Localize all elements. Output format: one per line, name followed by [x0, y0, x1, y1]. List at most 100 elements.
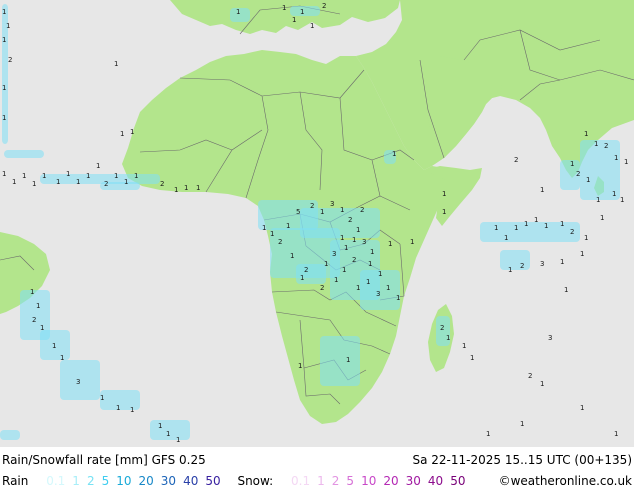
- precip-value: 2: [514, 156, 518, 164]
- precip-value: 1: [320, 208, 324, 216]
- landmass-arabia: [420, 56, 502, 158]
- precip-value: 3: [76, 378, 80, 386]
- precip-value: 1: [196, 184, 200, 192]
- precip-value: 1: [584, 234, 588, 242]
- border-line: [0, 255, 35, 271]
- precip-value: 3: [548, 334, 552, 342]
- precip-value: 2: [528, 372, 532, 380]
- precip-value: 1: [96, 162, 100, 170]
- border-line: [371, 149, 415, 161]
- rain-tick: 20: [138, 474, 154, 488]
- precip-value: 1: [286, 222, 290, 230]
- precip-value: 1: [580, 404, 584, 412]
- precip-value: 1: [584, 130, 588, 138]
- precip-value: 1: [494, 224, 498, 232]
- precip-value: 1: [270, 230, 274, 238]
- precip-value: 1: [370, 248, 374, 256]
- precip-value: 1: [614, 154, 618, 162]
- precip-value: 1: [344, 244, 348, 252]
- precip-value: 2: [104, 180, 108, 188]
- precip-value: 1: [300, 8, 304, 16]
- precip-value: 1: [340, 206, 344, 214]
- precip-value: 1: [184, 184, 188, 192]
- precip-value: 1: [386, 284, 390, 292]
- border-line: [339, 97, 381, 197]
- precip-value: 1: [392, 150, 396, 158]
- rain-area: [150, 420, 190, 440]
- precip-value: 1: [40, 324, 44, 332]
- rain-area: [500, 250, 530, 270]
- precip-value: 1: [560, 220, 564, 228]
- precip-value: 1: [42, 172, 46, 180]
- precip-value: 1: [324, 260, 328, 268]
- rain-area: [4, 150, 44, 158]
- precip-value: 2: [304, 266, 308, 274]
- border-line: [303, 367, 341, 405]
- rain-area: [20, 290, 50, 340]
- precip-value: 1: [66, 170, 70, 178]
- border-line: [245, 95, 269, 199]
- rain-tick: 40: [183, 474, 199, 488]
- precip-value: 1: [442, 208, 446, 216]
- precip-value: 2: [352, 256, 356, 264]
- precip-value: 1: [292, 16, 296, 24]
- precip-value: 1: [540, 186, 544, 194]
- credit-link[interactable]: ©weatheronline.co.uk: [498, 474, 632, 488]
- precip-value: 1: [32, 180, 36, 188]
- precip-value: 3: [332, 250, 336, 258]
- precip-value: 1: [86, 172, 90, 180]
- precip-value: 2: [160, 180, 164, 188]
- legend-rain-scale: 0.1 1 2 5 10 20 30 40 50: [46, 474, 227, 488]
- footer-bar: Rain/Snowfall rate [mm] GFS 0.25 Sa 22-1…: [0, 447, 634, 490]
- legend: Rain 0.1 1 2 5 10 20 30 40 50 Snow: 0.1 1 2 5 10 20 30…: [2, 474, 472, 488]
- rain-tick: 30: [160, 474, 177, 488]
- precip-value: 1: [176, 436, 180, 444]
- precip-value: 2: [322, 2, 326, 10]
- map-title: Rain/Snowfall rate [mm] GFS 0.25: [2, 453, 206, 467]
- precip-value: 1: [130, 128, 134, 136]
- precip-value: 1: [298, 362, 302, 370]
- legend-snow-label: Snow:: [237, 474, 274, 488]
- rain-area: [0, 430, 20, 440]
- rain-area: [40, 330, 70, 360]
- precip-value: 1: [388, 240, 392, 248]
- precip-value: 1: [342, 266, 346, 274]
- precip-value: 1: [290, 252, 294, 260]
- precip-value: 1: [282, 4, 286, 12]
- rain-area: [60, 360, 100, 400]
- precip-value: 1: [52, 342, 56, 350]
- rain-area: [320, 336, 360, 386]
- rain-area: [560, 160, 580, 190]
- landmass-south-america: [0, 232, 50, 314]
- precip-value: 2: [348, 216, 352, 224]
- precip-value: 3: [330, 200, 334, 208]
- precip-value: 1: [600, 214, 604, 222]
- border-line: [299, 91, 323, 191]
- snow-tick: 2: [331, 474, 340, 488]
- precip-value: 2: [8, 56, 12, 64]
- precip-value: 3: [362, 238, 366, 246]
- rain-area: [230, 8, 250, 22]
- precip-value: 1: [262, 224, 266, 232]
- precip-value: 1: [166, 430, 170, 438]
- rain-area: [300, 208, 380, 238]
- precip-value: 1: [100, 394, 104, 402]
- rain-area: [360, 270, 400, 310]
- rain-area: [100, 182, 140, 190]
- snow-tick: 10: [361, 474, 377, 488]
- precip-value: 2: [32, 316, 36, 324]
- precip-value: 1: [366, 278, 370, 286]
- landmass-horn: [424, 166, 482, 226]
- forecast-datetime: Sa 22-11-2025 15..15 UTC (00+135): [412, 453, 632, 467]
- precip-value: 1: [116, 404, 120, 412]
- precip-value: 1: [158, 422, 162, 430]
- rain-tick: 1: [72, 474, 80, 488]
- precip-value: 1: [580, 250, 584, 258]
- precip-value: 1: [368, 260, 372, 268]
- legend-rain-label: Rain: [2, 474, 29, 488]
- snow-tick: 50: [450, 474, 466, 488]
- precip-value: 1: [114, 172, 118, 180]
